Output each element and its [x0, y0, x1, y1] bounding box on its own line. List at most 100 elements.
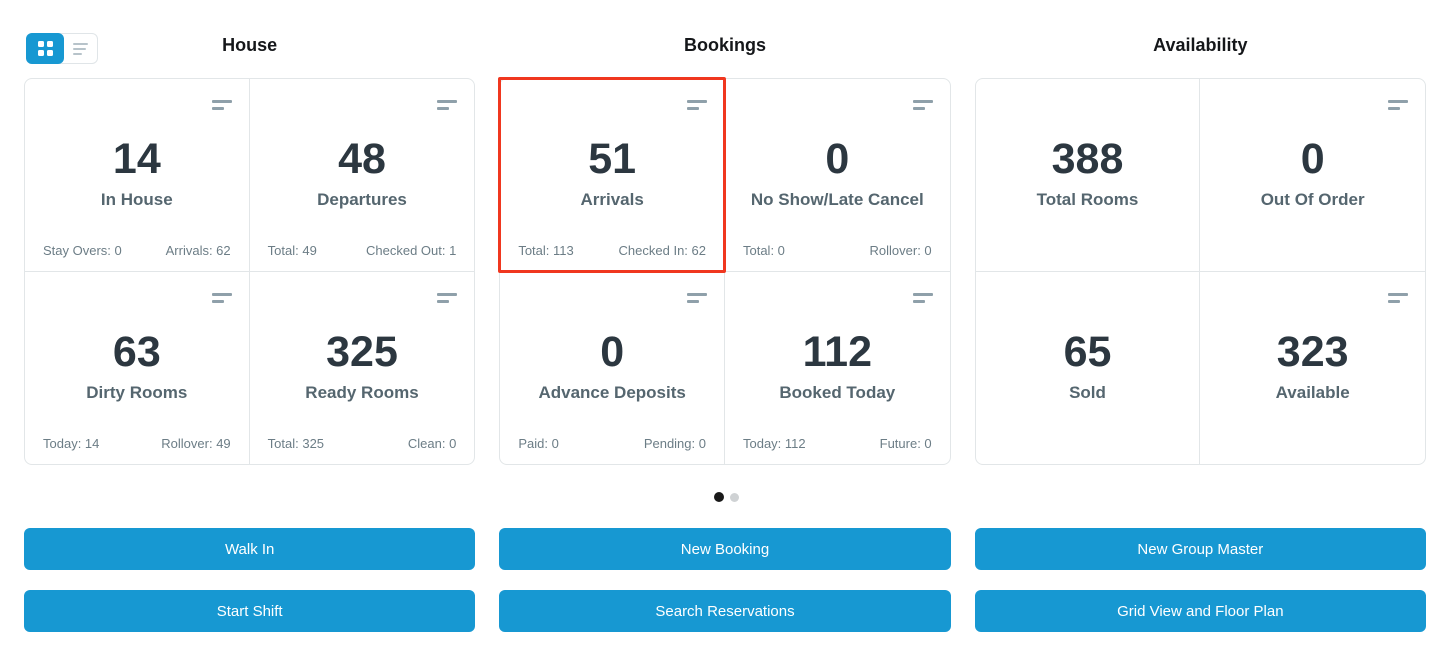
button-column-bookings: New Booking Search Reservations — [499, 528, 951, 632]
stat-footer-left: Total: 325 — [267, 436, 325, 451]
stat-value: 0 — [1300, 135, 1325, 183]
card-content: 65 Sold — [976, 330, 1200, 403]
card-content: 63 Dirty Rooms — [25, 330, 249, 403]
list-view-button[interactable] — [64, 34, 97, 63]
panel-house: 14 In House Stay Overs: 0 Arrivals: 62 4… — [24, 78, 476, 465]
stat-footer-right: Pending: 0 — [643, 436, 706, 451]
stat-value: 325 — [326, 327, 398, 376]
card-in-house[interactable]: 14 In House Stay Overs: 0 Arrivals: 62 — [25, 79, 250, 272]
stat-value: 65 — [1063, 327, 1112, 376]
card-out-of-order[interactable]: 0 Out Of Order — [1200, 79, 1425, 272]
card-menu-icon[interactable] — [686, 98, 707, 112]
stat-value: 323 — [1276, 327, 1349, 376]
card-content: 388 Total Rooms — [976, 137, 1200, 210]
card-menu-icon[interactable] — [437, 291, 458, 305]
stat-value: 0 — [600, 327, 625, 376]
card-content: 51 Arrivals — [500, 137, 724, 210]
stat-value: 63 — [112, 327, 161, 376]
card-menu-icon[interactable] — [211, 98, 232, 112]
stat-footer-left: Total: 113 — [518, 242, 574, 258]
grid-view-and-floor-plan-button[interactable]: Grid View and Floor Plan — [974, 590, 1426, 632]
card-content: 0 Advance Deposits — [500, 330, 724, 403]
card-dirty-rooms[interactable]: 63 Dirty Rooms Today: 14 Rollover: 49 — [25, 271, 250, 464]
stat-value: 48 — [338, 135, 386, 183]
stat-footer-right: Checked In: 62 — [618, 242, 706, 258]
pagination-dot-1[interactable] — [713, 492, 724, 502]
stat-footer-right: Arrivals: 62 — [165, 242, 231, 258]
pagination-dot-2[interactable] — [729, 492, 739, 502]
stat-label: No Show/Late Cancel — [750, 190, 924, 209]
view-mode-toggle — [26, 33, 98, 64]
stat-label: Out Of Order — [1260, 190, 1365, 209]
stat-footer-right: Rollover: 49 — [161, 436, 231, 451]
start-shift-button[interactable]: Start Shift — [24, 590, 476, 632]
stat-label: Available — [1275, 382, 1350, 402]
walk-in-button[interactable]: Walk In — [24, 528, 476, 570]
stat-label: Advance Deposits — [538, 382, 686, 402]
card-footer: Today: 112 Future: 0 — [743, 436, 932, 451]
stat-value: 14 — [112, 135, 161, 183]
card-menu-icon[interactable] — [912, 98, 933, 112]
card-ready-rooms[interactable]: 325 Ready Rooms Total: 325 Clean: 0 — [250, 272, 475, 465]
search-reservations-button[interactable]: Search Reservations — [499, 590, 951, 632]
stat-footer-left: Today: 112 — [742, 436, 806, 451]
new-group-master-button[interactable]: New Group Master — [974, 528, 1426, 570]
grid-view-icon — [37, 41, 53, 56]
stat-footer-right: Future: 0 — [879, 436, 932, 451]
button-column-availability: New Group Master Grid View and Floor Plan — [974, 528, 1426, 632]
stat-footer-left: Paid: 0 — [518, 436, 559, 451]
stat-label: Arrivals — [580, 190, 644, 209]
stat-footer-left: Total: 0 — [742, 242, 785, 258]
stat-value: 112 — [802, 327, 872, 376]
card-content: 325 Ready Rooms — [250, 330, 475, 403]
card-total-rooms[interactable]: 388 Total Rooms — [975, 79, 1201, 272]
section-title-bookings: Bookings — [683, 35, 766, 55]
panel-bookings: 51 Arrivals Total: 113 Checked In: 62 0 … — [498, 77, 951, 465]
stat-footer-right: Rollover: 0 — [869, 242, 932, 258]
card-content: 0 No Show/Late Cancel — [725, 137, 950, 210]
card-menu-icon[interactable] — [1388, 291, 1408, 305]
stat-footer-right: Checked Out: 1 — [366, 242, 457, 258]
card-sold[interactable]: 65 Sold — [976, 271, 1201, 464]
list-view-icon — [73, 42, 88, 55]
card-no-show-late-cancel[interactable]: 0 No Show/Late Cancel Total: 0 Rollover:… — [724, 79, 950, 272]
card-menu-icon[interactable] — [912, 291, 933, 305]
card-menu-icon[interactable] — [1388, 98, 1408, 112]
stat-value: 0 — [825, 135, 850, 183]
stat-label: Departures — [317, 190, 407, 209]
stat-footer-left: Total: 49 — [267, 242, 317, 258]
stat-panels: 14 In House Stay Overs: 0 Arrivals: 62 4… — [24, 77, 1426, 465]
stat-value: 388 — [1051, 135, 1124, 183]
stat-footer-right: Clean: 0 — [407, 436, 457, 451]
stat-label: Dirty Rooms — [86, 382, 188, 402]
new-booking-button[interactable]: New Booking — [499, 528, 951, 570]
stat-footer-left: Stay Overs: 0 — [43, 242, 122, 258]
card-footer: Total: 113 Checked In: 62 — [518, 243, 706, 258]
grid-view-button[interactable] — [26, 33, 64, 64]
card-footer: Paid: 0 Pending: 0 — [518, 436, 706, 451]
button-column-house: Walk In Start Shift — [24, 528, 476, 632]
section-headers: House Bookings Availability — [24, 0, 1426, 56]
stat-label: Booked Today — [779, 382, 896, 402]
stat-footer-left: Today: 14 — [43, 436, 100, 451]
card-departures[interactable]: 48 Departures Total: 49 Checked Out: 1 — [249, 79, 475, 272]
card-booked-today[interactable]: 112 Booked Today Today: 112 Future: 0 — [725, 272, 950, 465]
section-title-house: House — [222, 35, 278, 55]
card-menu-icon[interactable] — [686, 291, 707, 305]
card-content: 14 In House — [25, 137, 249, 210]
card-arrivals[interactable]: 51 Arrivals Total: 113 Checked In: 62 — [498, 77, 726, 272]
card-footer: Total: 0 Rollover: 0 — [743, 243, 932, 258]
stat-value: 51 — [588, 135, 637, 183]
stat-label: Sold — [1069, 382, 1106, 402]
card-footer: Total: 49 Checked Out: 1 — [268, 243, 457, 258]
action-buttons: Walk In Start Shift New Booking Search Rese… — [24, 528, 1426, 632]
card-menu-icon[interactable] — [211, 291, 232, 305]
card-footer: Today: 14 Rollover: 49 — [43, 436, 231, 451]
card-available[interactable]: 323 Available — [1200, 272, 1425, 465]
card-content: 112 Booked Today — [725, 330, 950, 403]
card-advance-deposits[interactable]: 0 Advance Deposits Paid: 0 Pending: 0 — [500, 271, 725, 464]
card-menu-icon[interactable] — [437, 98, 458, 112]
card-content: 0 Out Of Order — [1200, 137, 1425, 210]
card-content: 323 Available — [1200, 330, 1425, 403]
stat-label: Ready Rooms — [305, 382, 419, 402]
